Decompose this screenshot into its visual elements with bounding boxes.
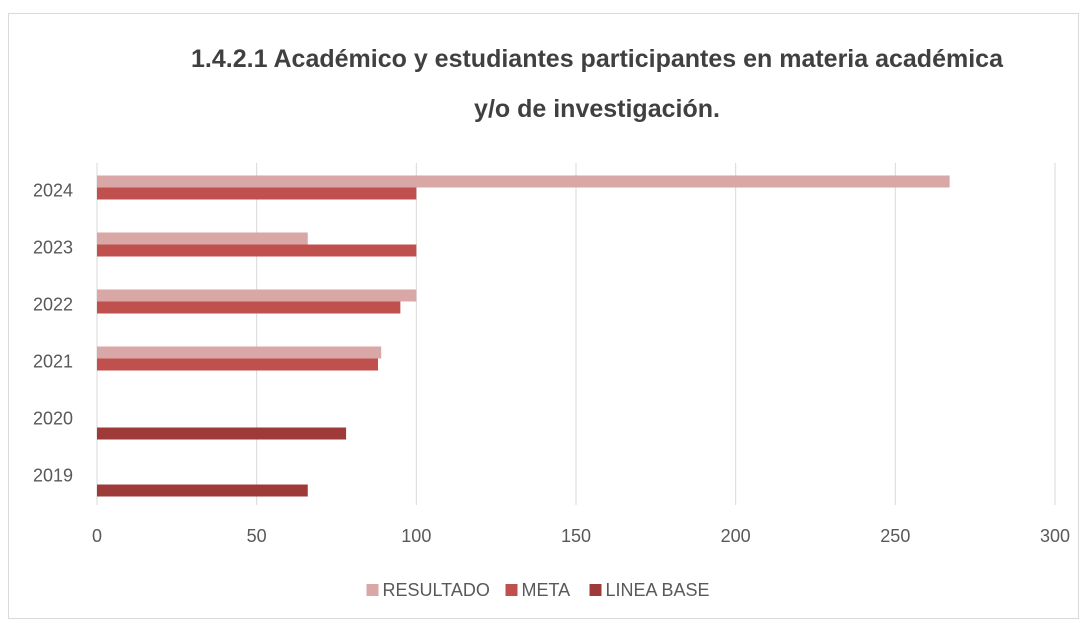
- legend-swatch: [366, 584, 379, 596]
- bar: [97, 187, 417, 200]
- y-tick-label: 2020: [33, 408, 73, 428]
- chart-title: 1.4.2.1 Académico y estudiantes particip…: [191, 45, 1003, 123]
- x-tick-label: 300: [1040, 526, 1070, 546]
- x-tick-label: 0: [92, 526, 102, 546]
- bar: [97, 427, 347, 440]
- bar: [97, 289, 417, 302]
- bar: [97, 484, 308, 497]
- x-tick-label: 100: [401, 526, 431, 546]
- bar: [97, 301, 401, 314]
- y-tick-label: 2023: [33, 237, 73, 257]
- x-tick-label: 50: [247, 526, 267, 546]
- y-tick-label: 2019: [33, 465, 73, 485]
- legend-label: META: [522, 580, 571, 600]
- legend-label: RESULTADO: [383, 580, 490, 600]
- x-tick-label: 200: [721, 526, 751, 546]
- bar: [97, 244, 417, 257]
- y-tick-label: 2024: [33, 180, 73, 200]
- bar: [97, 346, 382, 359]
- bar: [97, 358, 379, 371]
- frame: [8, 13, 1079, 619]
- bar: [97, 232, 308, 245]
- x-tick-label: 250: [880, 526, 910, 546]
- legend-swatch: [505, 584, 518, 596]
- bar: [97, 175, 950, 188]
- legend-label: LINEA BASE: [606, 580, 710, 600]
- y-tick-label: 2021: [33, 351, 73, 371]
- x-tick-label: 150: [561, 526, 591, 546]
- legend-swatch: [589, 584, 602, 596]
- y-tick-label: 2022: [33, 294, 73, 314]
